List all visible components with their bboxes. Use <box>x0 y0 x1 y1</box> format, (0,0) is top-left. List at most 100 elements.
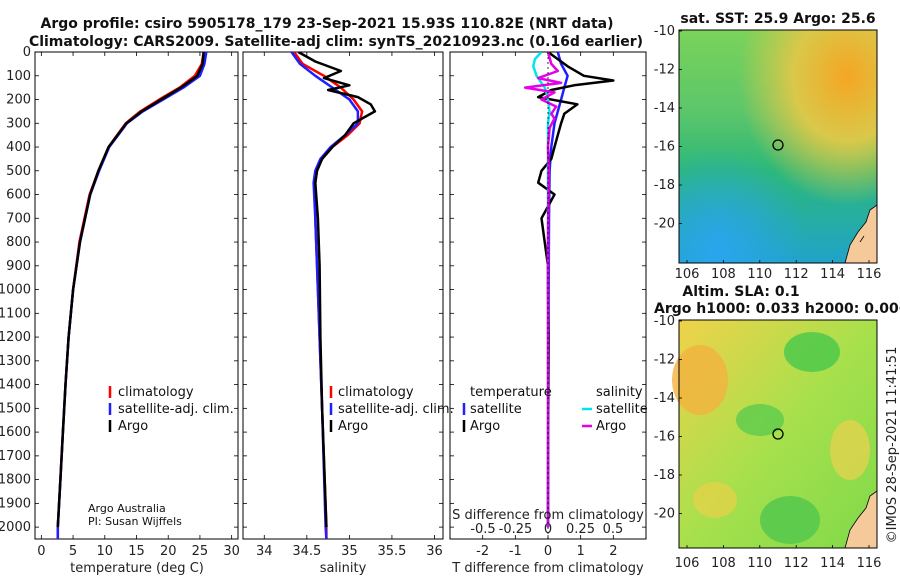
depth-tick-label: 500 <box>6 164 31 179</box>
secondary-x-tick-label: 0 <box>544 522 552 537</box>
map-x-tick-label: 112 <box>784 556 809 571</box>
argo-location-marker <box>772 139 784 151</box>
legend-argo: Argo <box>118 419 148 434</box>
series-line-satellite-adj-clim- <box>56 52 208 539</box>
salinity-difference-axis-label: S difference from climatology <box>452 508 644 523</box>
sst-map <box>678 29 878 264</box>
depth-tick-label: 2000 <box>0 520 31 535</box>
map-y-tick-label: -18 <box>654 178 675 193</box>
series-line-argo <box>297 52 377 528</box>
x-tick-label: 20 <box>160 544 177 559</box>
map-x-tick-label: 106 <box>675 267 700 282</box>
map-y-tick-label: -12 <box>654 63 675 78</box>
depth-axis: 0 100 200 300 400 500 600 700 800 900 1000 1100 1200… <box>0 45 646 535</box>
x-tick-label: 36 <box>426 544 443 559</box>
secondary-x-tick-label: 0.5 <box>603 522 624 537</box>
x-tick-label: 2 <box>609 544 617 559</box>
sla-map <box>672 319 878 549</box>
legend-climatology: climatology <box>338 385 414 400</box>
secondary-x-tick-label: -0.5 <box>470 522 495 537</box>
salinity-series <box>290 52 377 539</box>
x-tick-label: 1 <box>577 544 585 559</box>
legend-temperature-heading: temperature <box>470 385 552 400</box>
map-y-tick-label: -16 <box>654 140 675 155</box>
credit-pi: PI: Susan Wijffels <box>88 515 182 528</box>
salinity-difference-x-axis: -0.5 -0.25 0 0.25 0.5 <box>470 522 623 537</box>
legend-s-argo: Argo <box>596 419 626 434</box>
legend-satellite-adj: satellite-adj. clim. <box>118 402 234 417</box>
figure-title-line2: Climatology: CARS2009. Satellite-adj cli… <box>29 34 643 50</box>
x-tick-label: 25 <box>192 544 209 559</box>
map-x-tick-label: 110 <box>747 267 772 282</box>
map-x-tick-label: 114 <box>820 556 845 571</box>
secondary-x-tick-label: -0.25 <box>499 522 533 537</box>
sla-low-anomaly <box>784 332 840 372</box>
legend-t-satellite: satellite <box>470 402 522 417</box>
x-tick-label: -1 <box>509 544 522 559</box>
map-x-tick-label: 116 <box>857 556 882 571</box>
depth-tick-label: 800 <box>6 235 31 250</box>
depth-tick-label: 1200 <box>0 330 31 345</box>
temperature-series <box>56 52 208 539</box>
depth-tick-label: 200 <box>6 93 31 108</box>
legend-salinity-heading: salinity <box>596 385 643 400</box>
difference-x-axis: -2 -1 0 1 2 <box>476 52 617 559</box>
depth-tick-label: 1800 <box>0 473 31 488</box>
sla-map-axes: 106 108 110 112 114 116 -10 -12 -14 -16 -18 -20 <box>654 314 882 571</box>
x-tick-label: 34.5 <box>292 544 321 559</box>
map-y-tick-label: -10 <box>654 314 675 329</box>
depth-tick-label: 1900 <box>0 496 31 511</box>
depth-tick-label: 1400 <box>0 378 31 393</box>
sst-map-title: sat. SST: 25.9 Argo: 25.6 <box>680 11 875 27</box>
depth-tick-label: 0 <box>23 45 31 60</box>
map-x-tick-label: 114 <box>820 267 845 282</box>
map-y-tick-label: -16 <box>654 430 675 445</box>
series-line-climatology <box>56 52 205 539</box>
depth-tick-label: 1100 <box>0 306 31 321</box>
map-x-tick-label: 106 <box>675 556 700 571</box>
map-x-tick-label: 108 <box>711 556 736 571</box>
sst-map-axes: 106 108 110 112 114 116 -10 -12 -14 -16 -18 -20 <box>654 24 882 282</box>
salinity-x-axis: 34 34.5 35 35.5 36 <box>256 52 443 559</box>
x-tick-label: 10 <box>97 544 114 559</box>
sla-high-anomaly <box>672 345 728 415</box>
x-tick-label: 35 <box>341 544 358 559</box>
sla-map-title1: Altim. SLA: 0.1 <box>682 284 799 300</box>
legend-climatology: climatology <box>118 385 194 400</box>
sla-low-anomaly <box>736 404 784 436</box>
depth-tick-label: 1600 <box>0 425 31 440</box>
sst-cold-region <box>679 30 877 263</box>
difference-axis-label: T difference from climatology <box>451 561 644 576</box>
map-x-tick-label: 110 <box>747 556 772 571</box>
difference-legend: temperature salinity satellite Argo sate… <box>462 385 648 434</box>
x-tick-label: 0 <box>37 544 45 559</box>
sla-map-title2: Argo h1000: 0.033 h2000: 0.0066 <box>654 301 900 317</box>
map-y-tick-label: -20 <box>654 507 675 522</box>
depth-tick-label: 1700 <box>0 449 31 464</box>
sla-map-frame <box>678 319 878 549</box>
temperature-panel-frame <box>34 51 239 540</box>
map-y-tick-label: -14 <box>654 101 675 116</box>
temperature-legend: climatology satellite-adj. clim. Argo <box>108 385 234 434</box>
difference-series <box>523 52 615 528</box>
sla-high-anomaly <box>830 420 870 480</box>
depth-tick-label: 300 <box>6 116 31 131</box>
depth-tick-label: 600 <box>6 188 31 203</box>
legend-t-argo: Argo <box>470 419 500 434</box>
sla-low-anomaly <box>760 496 820 544</box>
x-tick-label: 30 <box>223 544 240 559</box>
x-tick-label: -2 <box>476 544 489 559</box>
x-tick-label: 34 <box>256 544 273 559</box>
salinity-axis-label: salinity <box>320 561 367 576</box>
map-y-tick-label: -12 <box>654 353 675 368</box>
argo-location-marker <box>772 428 784 440</box>
depth-tick-label: 1300 <box>0 354 31 369</box>
temperature-axis-label: temperature (deg C) <box>70 561 204 576</box>
x-tick-label: 35.5 <box>377 544 406 559</box>
map-x-tick-label: 116 <box>857 267 882 282</box>
secondary-x-tick-label: 0.25 <box>566 522 595 537</box>
map-y-tick-label: -14 <box>654 391 675 406</box>
depth-tick-label: 1500 <box>0 401 31 416</box>
series-line-argo <box>56 52 205 528</box>
